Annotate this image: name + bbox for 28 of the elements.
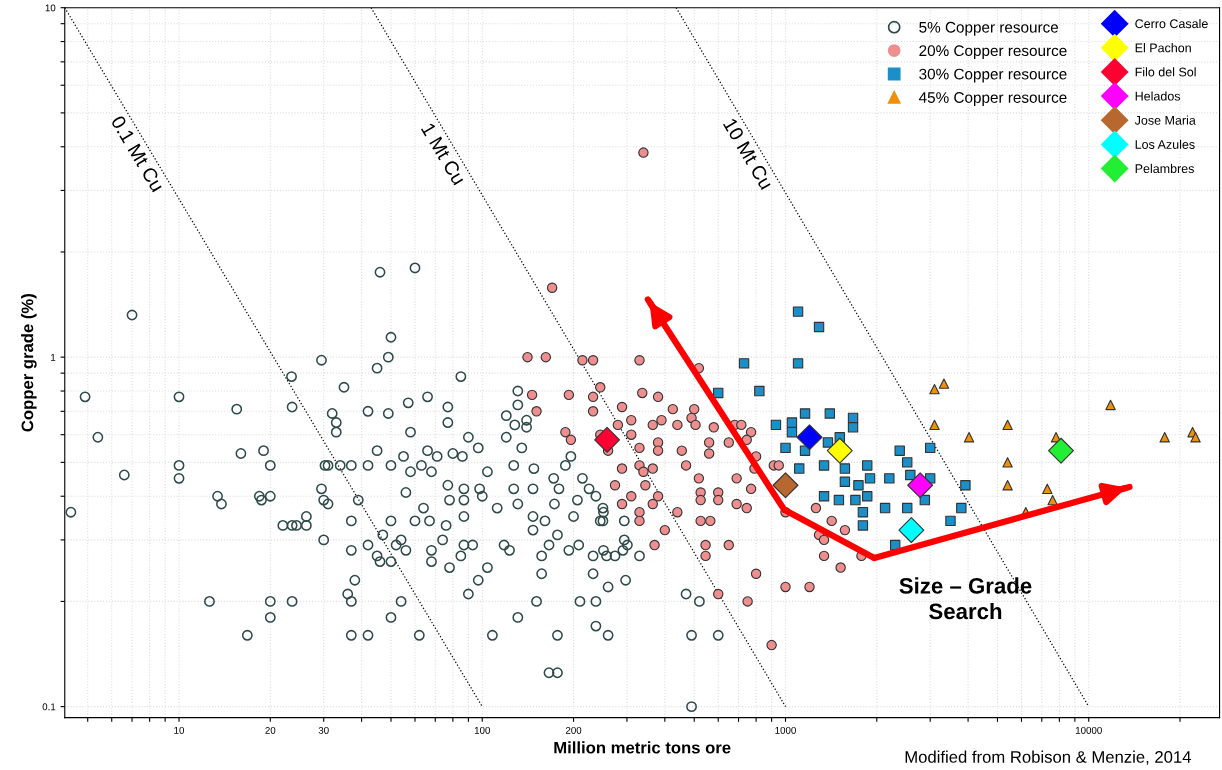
annotation: Size – Grade Search (899, 577, 1032, 620)
text: Modified from Robison & Menzie, 2014 (905, 750, 1191, 765)
legend-label: 20% Copper resource (919, 45, 1067, 60)
y-tick-label: 0.1 (42, 703, 56, 711)
legend-label: Helados (1135, 91, 1181, 101)
text: 1 Mt Cu (420, 122, 466, 186)
legend-label: 5% Copper resource (919, 21, 1059, 36)
text: 0.1 Mt Cu (110, 114, 165, 193)
x-tick-label: 100 (474, 726, 490, 734)
y-tick-label: 10 (45, 4, 56, 12)
legend-label: 45% Copper resource (918, 92, 1067, 106)
legend-label: El Pachon (1135, 43, 1191, 53)
x-axis-title: Million metric tons ore (554, 741, 731, 754)
y-axis-title: Copper grade (%) (21, 294, 37, 432)
x-tick-label: 10 (174, 726, 185, 734)
legend-label: Filo del Sol (1135, 67, 1196, 77)
legend-label: Jose Maria (1134, 115, 1196, 125)
legend-label: 30% Copper resource (919, 68, 1067, 83)
legend-label: Cerro Casale (1135, 18, 1208, 29)
x-tick-label: 10000 (1075, 726, 1102, 734)
legend-label: Pelambres (1135, 163, 1194, 174)
text: 10 Mt Cu (722, 117, 774, 191)
x-tick-label: 200 (565, 726, 582, 734)
x-tick-label: 30 (318, 726, 329, 734)
x-tick-label: 20 (265, 726, 276, 734)
legend-label: Los Azules (1135, 139, 1195, 149)
x-tick-label: 1000 (775, 726, 796, 734)
y-tick-label: 1 (51, 354, 56, 361)
